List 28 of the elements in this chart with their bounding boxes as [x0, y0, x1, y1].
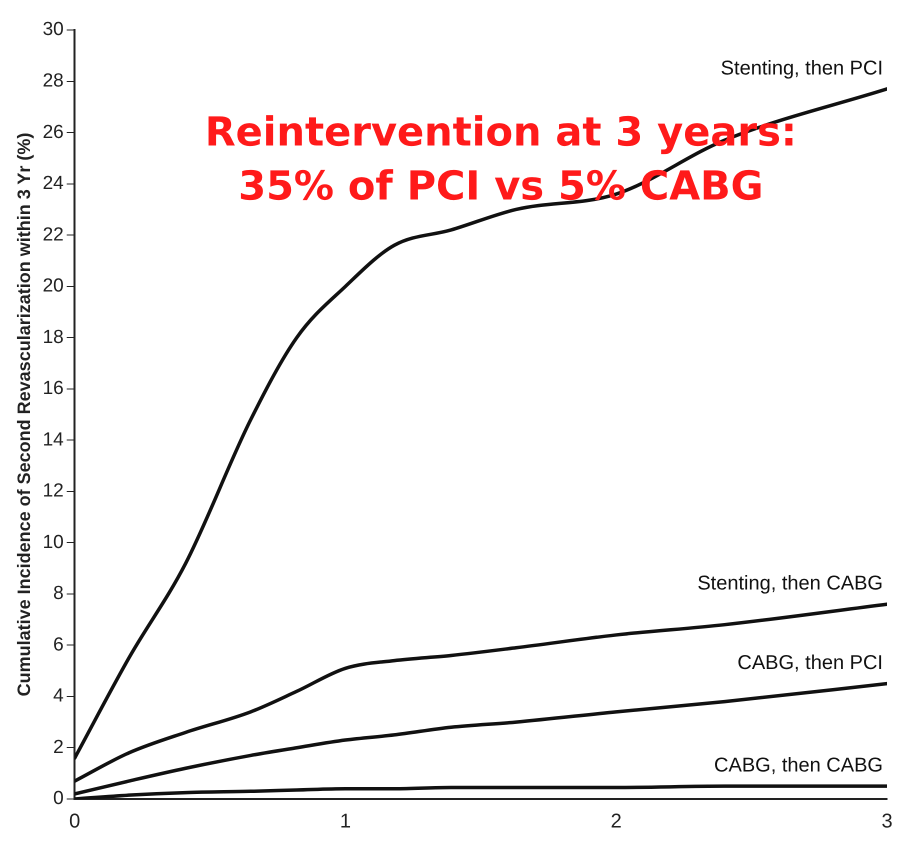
y-tick-label: 4 [53, 686, 64, 707]
y-tick-label: 30 [42, 19, 64, 40]
x-tick-label: 3 [881, 810, 893, 833]
x-tick-label: 2 [610, 810, 622, 833]
series-label: Stenting, then PCI [720, 57, 883, 80]
y-tick-label: 28 [42, 70, 64, 92]
y-tick-label: 6 [53, 634, 64, 656]
line-series [74, 682, 887, 796]
y-tick-label: 2 [53, 736, 64, 758]
series-label: CABG, then PCI [737, 652, 883, 674]
y-tick-label: 22 [42, 224, 64, 246]
line-series [74, 602, 887, 783]
y-tick-label: 24 [42, 173, 64, 194]
y-tick-label: 12 [42, 480, 64, 502]
y-tick-label: 26 [42, 122, 64, 143]
y-axis-title: Cumulative Incidence of Second Revascularization within 3 Yr (%) [14, 132, 34, 696]
series-label: CABG, then CABG [714, 754, 883, 777]
y-tick-label: 16 [42, 378, 64, 400]
y-tick-label: 20 [42, 276, 64, 297]
y-tick-label: 14 [42, 429, 64, 450]
y-tick-label: 8 [53, 583, 64, 604]
series-label: Stenting, then CABG [697, 572, 883, 595]
x-tick-label: 1 [340, 810, 352, 833]
annotation: 35% of PCI vs 5% CABG [238, 163, 764, 210]
y-tick-label: 10 [42, 532, 64, 553]
x-tick-label: 0 [69, 810, 80, 833]
y-tick-label: 18 [42, 326, 64, 348]
y-tick-label: 0 [53, 788, 64, 810]
